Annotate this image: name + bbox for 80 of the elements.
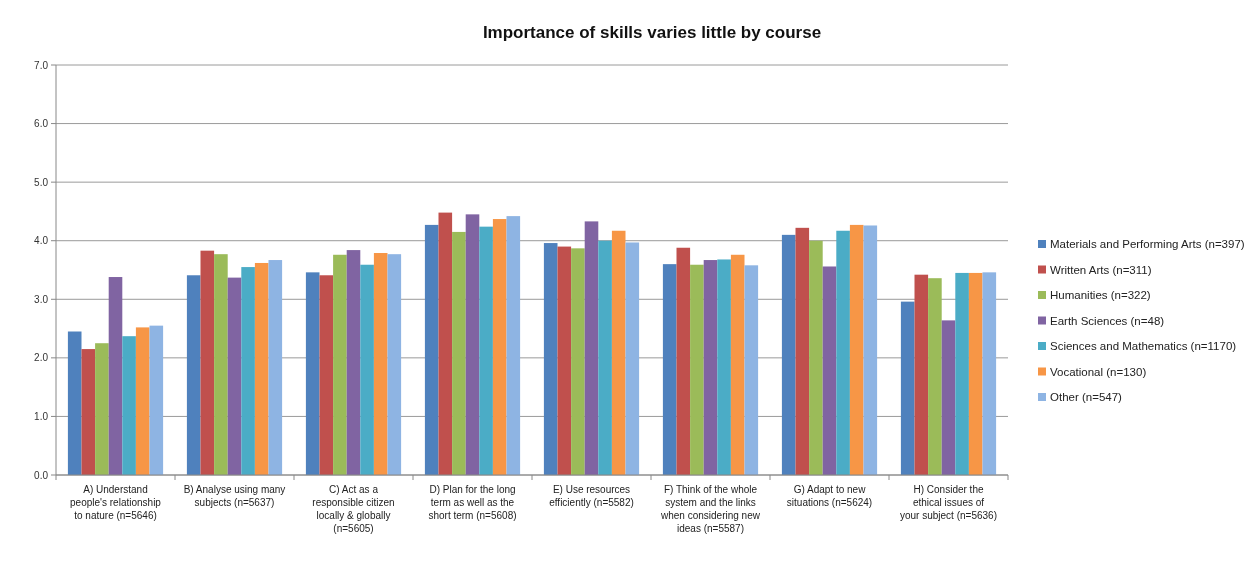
bar xyxy=(730,254,745,475)
bar xyxy=(941,320,956,475)
bar xyxy=(849,224,864,475)
legend-label: Vocational (n=130) xyxy=(1050,365,1147,378)
bar xyxy=(914,274,929,475)
bar xyxy=(241,267,255,475)
x-tick-label: H) Consider the ethical issues of your subject (n=5636) xyxy=(899,484,998,521)
bar xyxy=(95,343,109,475)
bar xyxy=(955,272,969,475)
bar xyxy=(479,226,493,475)
bar xyxy=(333,254,347,475)
legend-label: Earth Sciences (n=48) xyxy=(1050,314,1165,327)
bar xyxy=(319,275,334,475)
y-tick-label: 5.0 xyxy=(34,176,49,188)
legend-label: Sciences and Mathematics (n=1170) xyxy=(1050,340,1237,353)
bar xyxy=(625,242,640,475)
bar xyxy=(717,259,731,475)
bar xyxy=(214,254,228,475)
bar xyxy=(703,260,718,475)
y-tick-label: 7.0 xyxy=(34,59,49,71)
bar xyxy=(200,250,215,475)
bar xyxy=(676,247,691,475)
legend-label: Humanities (n=322) xyxy=(1050,289,1151,302)
y-tick-label: 4.0 xyxy=(34,235,49,247)
bar xyxy=(836,230,850,475)
bar xyxy=(863,225,878,475)
y-tick-label: 1.0 xyxy=(34,410,49,422)
bar xyxy=(149,325,164,475)
bar xyxy=(982,272,997,475)
bar xyxy=(81,349,96,475)
y-tick-label: 3.0 xyxy=(34,293,49,305)
bar xyxy=(424,224,439,475)
bar xyxy=(928,278,942,475)
x-tick-label: E) Use resources efficiently (n=5582) xyxy=(549,484,634,508)
bar xyxy=(108,277,123,475)
bar xyxy=(305,272,320,475)
x-tick-label: G) Adapt to new situations (n=5624) xyxy=(786,484,873,508)
x-tick-label: B) Analyse using many subjects (n=5637) xyxy=(183,484,286,508)
bar xyxy=(900,301,915,475)
legend-label: Written Arts (n=311) xyxy=(1050,263,1152,276)
bar xyxy=(611,230,626,475)
bar xyxy=(795,227,810,475)
bar xyxy=(690,264,704,475)
bar xyxy=(452,231,466,475)
bar xyxy=(584,221,599,475)
legend-label: Materials and Performing Arts (n=397) xyxy=(1050,238,1245,251)
chart-title: Importance of skills varies little by course xyxy=(482,23,822,42)
y-tick-label: 2.0 xyxy=(34,352,49,364)
x-tick-label: F) Think of the whole system and the links when considering new ideas (n=5587) xyxy=(660,484,761,534)
bar xyxy=(598,240,612,475)
bar xyxy=(360,264,374,475)
bar xyxy=(543,243,558,475)
bar xyxy=(809,240,823,475)
x-tick-label: C) Act as a responsible citizen locally & globally (n=5605) xyxy=(312,484,395,534)
x-tick-label: A) Understand people's relationship to nature (n=5646) xyxy=(70,484,162,521)
x-tick-label: D) Plan for the long term as well as the short term (n=5608) xyxy=(428,484,517,521)
bar xyxy=(822,266,837,475)
bar xyxy=(662,264,677,475)
bar xyxy=(571,248,585,475)
legend-label: Other (n=547) xyxy=(1050,391,1123,404)
bar xyxy=(557,246,572,475)
bar xyxy=(67,331,82,475)
bar xyxy=(135,327,150,475)
bar xyxy=(254,262,269,475)
bar xyxy=(373,253,388,475)
bar xyxy=(465,214,480,475)
bar xyxy=(227,277,242,475)
bar xyxy=(506,216,521,475)
y-tick-label: 0.0 xyxy=(34,469,49,481)
bar xyxy=(346,250,361,475)
bar xyxy=(781,234,796,475)
bar xyxy=(744,265,759,475)
bar xyxy=(186,275,201,475)
bar xyxy=(438,212,453,475)
bar xyxy=(968,272,983,475)
bar xyxy=(268,260,283,475)
y-tick-label: 6.0 xyxy=(34,118,49,130)
bar xyxy=(492,219,507,475)
bar xyxy=(387,254,402,475)
bar xyxy=(122,336,136,475)
